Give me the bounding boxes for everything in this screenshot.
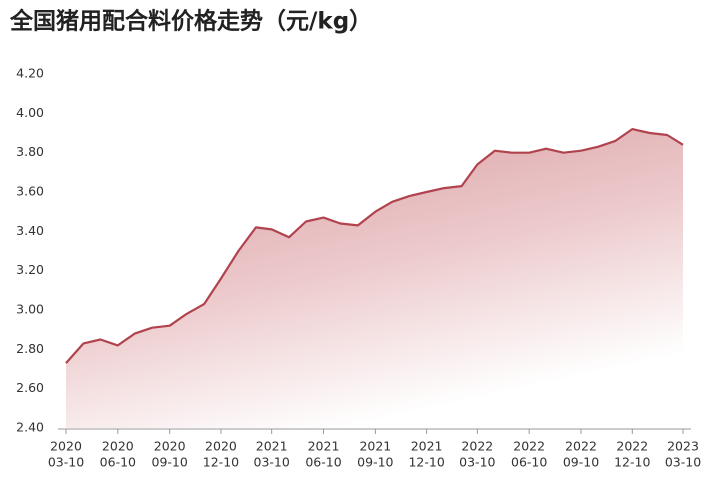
x-tick-label: 2022 bbox=[616, 439, 648, 454]
x-tick-label: 2023 bbox=[667, 439, 699, 454]
y-tick-label: 4.20 bbox=[16, 66, 44, 81]
y-tick-label: 3.80 bbox=[16, 144, 44, 159]
x-tick-label: 03-10 bbox=[254, 455, 290, 470]
y-tick-label: 2.40 bbox=[16, 420, 44, 435]
x-tick-label: 2021 bbox=[308, 439, 340, 454]
x-tick-label: 12-10 bbox=[203, 455, 239, 470]
x-tick-label: 03-10 bbox=[459, 455, 495, 470]
x-tick-label: 09-10 bbox=[152, 455, 188, 470]
y-tick-label: 2.80 bbox=[16, 341, 44, 356]
x-tick-label: 2020 bbox=[154, 439, 186, 454]
y-tick-label: 2.60 bbox=[16, 380, 44, 395]
x-tick-label: 06-10 bbox=[100, 455, 136, 470]
x-tick-label: 2022 bbox=[513, 439, 545, 454]
x-tick-label: 09-10 bbox=[357, 455, 393, 470]
y-tick-label: 3.20 bbox=[16, 262, 44, 277]
x-tick-label: 2022 bbox=[565, 439, 597, 454]
line bbox=[65, 128, 684, 364]
x-tick-label: 06-10 bbox=[511, 455, 547, 470]
x-tick-label: 2020 bbox=[102, 439, 134, 454]
x-tick-label: 2022 bbox=[461, 439, 493, 454]
area-fill bbox=[66, 129, 683, 428]
y-tick-label: 4.00 bbox=[16, 105, 44, 120]
x-tick-label: 03-10 bbox=[48, 455, 84, 470]
y-tick-label: 3.60 bbox=[16, 184, 44, 199]
x-tick-label: 2020 bbox=[50, 439, 82, 454]
y-tick-label: 3.40 bbox=[16, 223, 44, 238]
x-tick-label: 03-10 bbox=[665, 455, 701, 470]
y-tick-label: 3.00 bbox=[16, 302, 44, 317]
x-tick-label: 12-10 bbox=[408, 455, 444, 470]
x-tick-label: 06-10 bbox=[305, 455, 341, 470]
x-tick-label: 2021 bbox=[359, 439, 391, 454]
x-tick-label: 2021 bbox=[411, 439, 443, 454]
x-tick-label: 2020 bbox=[205, 439, 237, 454]
x-tick-label: 2021 bbox=[256, 439, 288, 454]
chart-title: 全国猪用配合料价格走势（元/kg） bbox=[9, 8, 372, 35]
x-tick-label: 09-10 bbox=[563, 455, 599, 470]
x-tick-label: 12-10 bbox=[614, 455, 650, 470]
